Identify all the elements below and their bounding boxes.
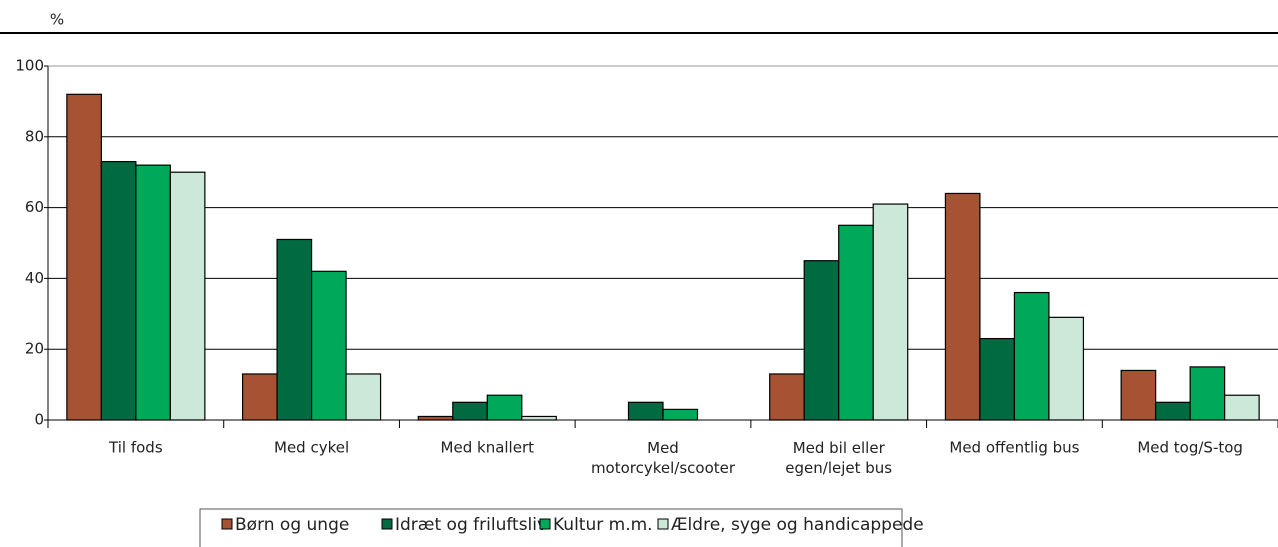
legend-swatch — [539, 518, 551, 530]
legend-label: Idræt og friluftsliv — [395, 515, 547, 535]
y-tick-label: 60 — [25, 198, 44, 216]
bar — [241, 373, 278, 421]
bar — [1048, 316, 1085, 421]
x-tick-label: Med tog/S-tog — [1137, 439, 1243, 457]
bar — [769, 373, 805, 421]
legend-label: Børn og unge — [235, 515, 349, 535]
bar — [838, 224, 874, 421]
bar — [1013, 291, 1050, 421]
x-tick-label: Med motorcykel/scooter — [591, 439, 736, 477]
bar — [135, 164, 171, 421]
bar — [1155, 401, 1191, 421]
x-tick-label: Med bil eller egen/lejet bus — [785, 439, 892, 477]
y-tick-label: 40 — [25, 269, 44, 287]
y-tick-label: 100 — [15, 57, 44, 75]
bar — [872, 203, 909, 421]
bar — [66, 93, 102, 421]
x-tick-label: Med offentlig bus — [949, 439, 1079, 457]
bar — [345, 373, 382, 421]
bar — [276, 238, 313, 421]
legend-swatch — [381, 518, 393, 530]
bar — [627, 401, 664, 421]
bar — [100, 160, 137, 421]
legend-label: Ældre, syge og handicappede — [671, 515, 924, 535]
bar — [169, 171, 206, 421]
bar — [944, 192, 981, 421]
legend-box — [199, 508, 903, 547]
y-tick-label: 20 — [25, 340, 44, 358]
bar — [521, 415, 557, 421]
bar — [1224, 394, 1260, 421]
x-tick-label: Med cykel — [274, 439, 349, 457]
y-axis-label: % — [50, 11, 64, 29]
bar — [417, 415, 454, 421]
bar — [662, 408, 699, 421]
bar — [979, 337, 1016, 421]
y-tick-label: 80 — [25, 127, 44, 145]
legend-swatch — [221, 518, 233, 530]
bar — [1120, 369, 1157, 421]
bar — [452, 401, 488, 421]
bar — [486, 394, 523, 421]
bar — [1189, 366, 1226, 421]
bar — [803, 260, 840, 421]
legend-label: Kultur m.m. — [553, 515, 653, 535]
bar — [310, 270, 347, 421]
x-tick-label: Til fods — [108, 439, 163, 457]
legend-swatch — [657, 518, 669, 530]
y-tick-label: 0 — [34, 411, 44, 429]
x-tick-label: Med knallert — [441, 439, 535, 457]
